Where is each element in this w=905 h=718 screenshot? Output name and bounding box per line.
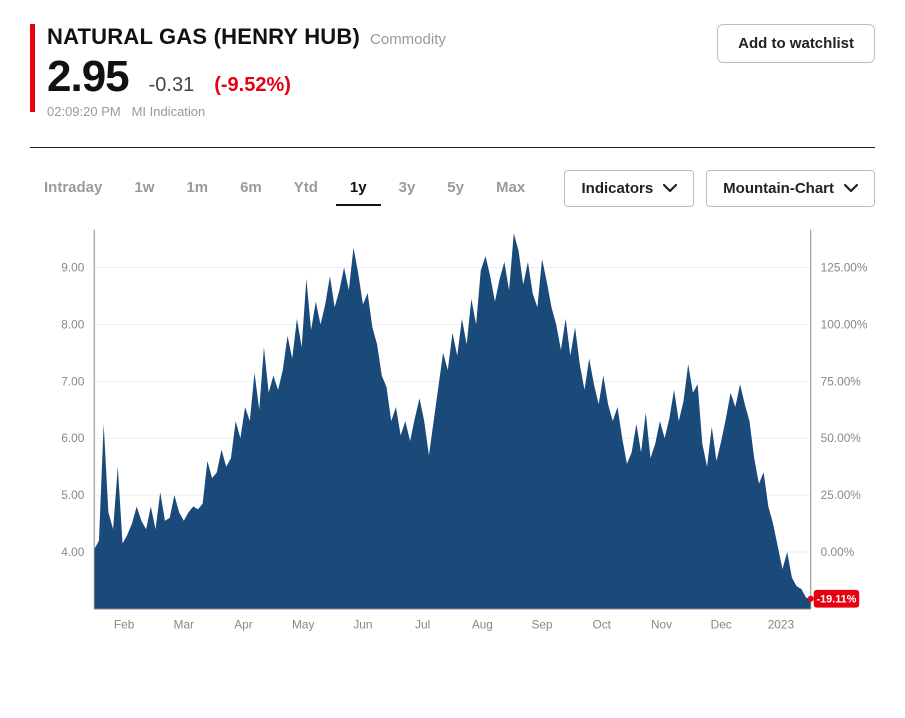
svg-text:5.00: 5.00: [61, 488, 84, 502]
svg-text:0.00%: 0.00%: [821, 545, 855, 559]
svg-text:7.00: 7.00: [61, 374, 84, 388]
svg-text:Jul: Jul: [415, 618, 430, 632]
range-5y[interactable]: 5y: [433, 171, 478, 206]
chart-type-dropdown[interactable]: Mountain-Chart: [706, 170, 875, 207]
svg-text:100.00%: 100.00%: [821, 317, 868, 331]
time-range-tabs: Intraday1w1m6mYtd1y3y5yMax: [30, 171, 539, 206]
svg-text:Nov: Nov: [651, 618, 672, 632]
svg-text:-19.11%: -19.11%: [817, 594, 857, 606]
price-chart: 4.00 0.00% 5.00 25.00% 6.00 50.00% 7.00 75.00% 8…: [30, 221, 875, 651]
add-to-watchlist-button[interactable]: Add to watchlist: [717, 24, 875, 63]
indicators-dropdown[interactable]: Indicators: [564, 170, 694, 207]
chevron-down-icon: [663, 180, 677, 197]
svg-text:Apr: Apr: [234, 618, 252, 632]
price-change-pct: (-9.52%): [214, 74, 291, 97]
range-max[interactable]: Max: [482, 171, 539, 206]
svg-text:May: May: [292, 618, 314, 632]
svg-text:25.00%: 25.00%: [821, 488, 862, 502]
section-divider: [30, 147, 875, 148]
svg-text:50.00%: 50.00%: [821, 431, 862, 445]
range-1y[interactable]: 1y: [336, 171, 381, 206]
svg-text:Dec: Dec: [711, 618, 732, 632]
svg-text:4.00: 4.00: [61, 545, 84, 559]
accent-bar: [30, 24, 35, 112]
svg-text:125.00%: 125.00%: [821, 260, 868, 274]
svg-text:Sep: Sep: [532, 618, 553, 632]
chart-type-label: Mountain-Chart: [723, 180, 834, 197]
instrument-class: Commodity: [370, 31, 446, 48]
instrument-title: NATURAL GAS (HENRY HUB): [47, 24, 360, 50]
range-1w[interactable]: 1w: [120, 171, 168, 206]
svg-text:Feb: Feb: [114, 618, 135, 632]
range-1m[interactable]: 1m: [172, 171, 222, 206]
svg-text:75.00%: 75.00%: [821, 374, 862, 388]
data-source: MI Indication: [132, 104, 206, 119]
svg-text:Aug: Aug: [472, 618, 493, 632]
svg-text:9.00: 9.00: [61, 260, 84, 274]
svg-text:8.00: 8.00: [61, 317, 84, 331]
svg-text:6.00: 6.00: [61, 431, 84, 445]
svg-text:Mar: Mar: [174, 618, 194, 632]
indicators-label: Indicators: [581, 180, 653, 197]
timestamp: 02:09:20 PM: [47, 104, 121, 119]
svg-text:Oct: Oct: [593, 618, 612, 632]
price-value: 2.95: [47, 52, 129, 102]
chevron-down-icon: [844, 180, 858, 197]
svg-text:Jun: Jun: [353, 618, 372, 632]
range-3y[interactable]: 3y: [385, 171, 430, 206]
range-ytd[interactable]: Ytd: [280, 171, 332, 206]
range-6m[interactable]: 6m: [226, 171, 276, 206]
svg-text:2023: 2023: [768, 618, 795, 632]
range-intraday[interactable]: Intraday: [30, 171, 116, 206]
price-change-abs: -0.31: [149, 74, 195, 97]
